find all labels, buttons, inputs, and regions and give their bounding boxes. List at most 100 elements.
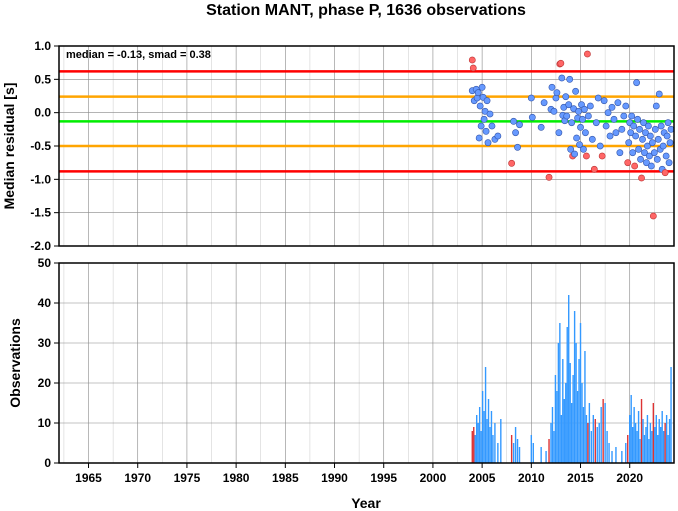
residual-point-35 <box>553 89 561 97</box>
observation-bar-95 <box>665 415 668 463</box>
observations-y-tick-label-50: 50 <box>38 256 52 270</box>
residual-point-125 <box>663 132 671 140</box>
observation-bar-43 <box>572 375 574 463</box>
observation-bar-76 <box>637 411 640 463</box>
observation-bar-41 <box>569 363 571 463</box>
residual-point-100 <box>639 135 646 143</box>
observations-panel: 0 10 20 30 40 50 1965 1970 1975 1980 1985 1990 1995… <box>7 256 675 511</box>
observation-bar-35 <box>560 415 563 463</box>
residual-point-104 <box>643 159 650 167</box>
observation-bar-90 <box>658 419 660 463</box>
year-x-ticks: 1965 1970 1975 1980 1985 1990 1995 2000 2005 2010… <box>75 463 643 485</box>
observation-bar-82 <box>646 415 649 463</box>
observation-bar-38 <box>565 383 567 463</box>
observation-bar-15 <box>494 423 496 463</box>
residual-points <box>468 50 675 220</box>
residual-point-45 <box>565 101 573 109</box>
observation-bar-86 <box>652 403 655 463</box>
x-tick-label-2020: 2020 <box>616 471 643 485</box>
residual-point-28 <box>537 123 545 131</box>
observation-bar-42 <box>570 403 573 463</box>
residual-point-47 <box>567 145 575 153</box>
observation-bar-31 <box>554 375 557 463</box>
observations-y-tick-label-30: 30 <box>38 336 52 350</box>
observation-bar-59 <box>598 423 600 463</box>
residual-point-15 <box>483 97 491 105</box>
residual-point-38 <box>557 59 565 67</box>
observation-bar-39 <box>566 327 568 463</box>
observations-y-axis-label: Observations <box>7 318 23 408</box>
observation-bar-4 <box>477 423 479 463</box>
observations-y-ticks: 0 10 20 30 40 50 <box>38 256 59 470</box>
observation-bar-37 <box>563 399 565 463</box>
residual-y-tick-label--1.5: -1.5 <box>30 206 51 220</box>
observation-bar-0 <box>471 431 473 463</box>
residual-point-98 <box>637 155 644 163</box>
x-tick-label-1965: 1965 <box>75 471 102 485</box>
observation-bar-50 <box>582 407 585 463</box>
observation-bar-96 <box>667 435 669 463</box>
observation-bar-28 <box>550 423 552 463</box>
year-x-axis-label: Year <box>351 495 381 511</box>
x-tick-label-2005: 2005 <box>469 471 496 485</box>
residual-point-90 <box>629 149 637 157</box>
observation-bar-16 <box>497 443 499 463</box>
observation-bar-29 <box>551 407 554 463</box>
residual-point-128 <box>666 139 674 147</box>
residual-point-110 <box>648 139 656 147</box>
residual-point-91 <box>630 122 638 130</box>
observation-bar-40 <box>568 295 570 463</box>
x-tick-label-1970: 1970 <box>124 471 151 485</box>
residual-point-7 <box>475 134 483 142</box>
observation-bar-81 <box>645 427 647 463</box>
observation-bar-51 <box>584 351 586 463</box>
residual-point-62 <box>582 129 589 137</box>
residual-point-43 <box>562 93 570 101</box>
residual-point-126 <box>664 119 672 127</box>
observation-bar-68 <box>625 443 627 463</box>
residual-point-59 <box>579 115 586 123</box>
observation-bar-65 <box>611 451 613 463</box>
observation-bar-36 <box>562 359 564 463</box>
residual-point-63 <box>583 152 590 160</box>
residual-point-89 <box>628 112 636 120</box>
observation-bar-70 <box>629 415 631 463</box>
residual-point-65 <box>584 112 592 120</box>
residual-point-71 <box>596 142 604 150</box>
residual-point-24 <box>514 143 521 151</box>
observation-bar-56 <box>592 415 595 463</box>
residual-point-30 <box>545 173 553 181</box>
residual-point-97 <box>636 125 643 133</box>
observation-bar-23 <box>530 435 533 463</box>
residual-point-67 <box>588 135 596 143</box>
residual-point-78 <box>610 115 618 123</box>
residual-y-ticks: -2.0 -1.5 -1.0 -0.5 0.0 0.5 1.0 <box>30 39 59 253</box>
observation-bar-30 <box>553 431 555 463</box>
residual-point-56 <box>576 141 583 149</box>
residual-point-105 <box>644 142 651 150</box>
observation-bar-53 <box>587 423 589 463</box>
residual-point-17 <box>486 110 494 118</box>
observation-bar-26 <box>545 451 547 463</box>
observation-bar-45 <box>575 343 577 463</box>
residual-point-48 <box>568 119 576 127</box>
observations-y-tick-label-0: 0 <box>44 456 51 470</box>
residual-y-tick-label-0.5: 0.5 <box>34 72 51 86</box>
residual-point-1 <box>469 64 477 72</box>
observations-y-tick-label-10: 10 <box>38 416 52 430</box>
residual-point-39 <box>558 74 566 82</box>
residual-point-32 <box>548 83 556 91</box>
observation-bar-49 <box>581 383 583 463</box>
residual-point-83 <box>620 112 628 120</box>
observation-bar-18 <box>510 435 513 463</box>
observation-bar-61 <box>602 399 604 463</box>
residual-point-18 <box>488 122 496 130</box>
residual-point-46 <box>566 75 574 83</box>
residual-point-73 <box>600 97 608 105</box>
observations-y-tick-label-20: 20 <box>38 376 52 390</box>
observation-bar-8 <box>483 411 485 463</box>
residual-point-69 <box>592 119 600 127</box>
residual-point-124 <box>662 152 670 160</box>
observation-bar-33 <box>557 343 560 463</box>
residual-point-80 <box>614 99 622 107</box>
